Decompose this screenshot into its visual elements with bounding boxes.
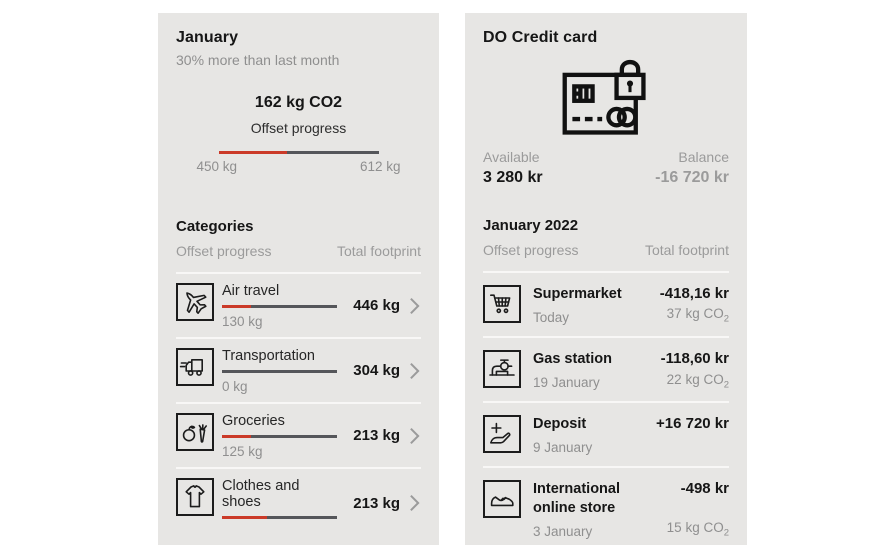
transaction-date: 9 January xyxy=(533,440,593,456)
transaction-name: Supermarket xyxy=(533,286,622,302)
divider xyxy=(483,271,729,273)
transaction-co2: 22 kg CO2 xyxy=(666,371,729,391)
transaction-amount: -498 kr xyxy=(680,480,729,498)
transaction-date: 3 January xyxy=(533,523,593,539)
category-progress-bar xyxy=(222,516,337,519)
carbon-summary-panel: January 30% more than last month 162 kg … xyxy=(158,13,439,545)
category-progress-bar xyxy=(222,305,337,308)
transaction-date: 19 January xyxy=(533,375,600,391)
category-progress-bar xyxy=(222,435,337,438)
category-progress-bar xyxy=(222,370,337,373)
category-name: Air travel xyxy=(222,283,280,299)
co2-total-value: 162 kg CO2 xyxy=(254,94,343,111)
chevron-right-icon xyxy=(410,362,420,379)
categories-column-headers: Offset progress Total footprint xyxy=(176,243,421,259)
transaction-name: International online store xyxy=(533,481,621,516)
transactions-column-headers: Offset progress Total footprint xyxy=(483,242,729,258)
transaction-list: Supermarket Today -418,16 kr 37 kg CO2 xyxy=(483,273,729,545)
transaction-name: Deposit xyxy=(533,416,587,433)
category-offset-value xyxy=(222,525,337,529)
offset-summary: 162 kg CO2 Offset progress 450 kg 612 kg xyxy=(176,94,421,174)
category-name: Clothes and shoes xyxy=(222,478,300,510)
truck-icon xyxy=(176,348,214,386)
category-name: Groceries xyxy=(222,413,285,429)
panel-subtitle: 30% more than last month xyxy=(176,52,340,68)
category-total-value: 213 kg xyxy=(353,494,400,512)
col-offset-progress: Offset progress xyxy=(176,243,272,259)
divider xyxy=(176,272,421,274)
transaction-row-deposit[interactable]: Deposit 9 January +16 720 kr xyxy=(483,403,729,466)
credit-card-panel: DO Credit card Available Balance 3 280 k… xyxy=(465,13,747,545)
gas-pump-icon xyxy=(483,350,521,389)
category-row-groceries[interactable]: Groceries 125 kg 213 kg xyxy=(176,404,421,467)
offset-range-start: 450 kg xyxy=(196,159,238,174)
panel-title: January xyxy=(176,29,239,46)
category-total-value: 446 kg xyxy=(353,297,400,314)
category-offset-value: 0 kg xyxy=(222,379,248,394)
category-offset-value: 125 kg xyxy=(222,444,263,459)
transaction-row-international-online-store[interactable]: International online store 3 January -49… xyxy=(483,468,729,545)
category-row-air-travel[interactable]: Air travel 130 kg 446 kg xyxy=(176,274,421,337)
deposit-hand-icon xyxy=(483,415,521,454)
offset-progress-label: Offset progress xyxy=(250,120,347,136)
category-row-clothes-and-shoes[interactable]: Clothes and shoes 213 kg xyxy=(176,469,421,537)
chevron-right-icon xyxy=(410,427,420,444)
offset-progress-fill xyxy=(218,151,288,154)
airplane-icon xyxy=(176,283,214,321)
offset-range: 450 kg 612 kg xyxy=(197,159,401,174)
category-list: Air travel 130 kg 446 kg xyxy=(176,274,421,537)
category-name: Transportation xyxy=(222,348,315,364)
transaction-row-gas-station[interactable]: Gas station 19 January -118,60 kr 22 kg … xyxy=(483,338,729,401)
shopping-cart-icon xyxy=(483,285,521,323)
card-panel-title: DO Credit card xyxy=(483,29,598,46)
offset-progress-bar xyxy=(218,151,379,154)
account-values: 3 280 kr -16 720 kr xyxy=(483,169,729,187)
divider xyxy=(176,402,421,404)
offset-range-end: 612 kg xyxy=(359,159,401,174)
balance-label: Balance xyxy=(678,149,729,165)
transaction-row-supermarket[interactable]: Supermarket Today -418,16 kr 37 kg CO2 xyxy=(483,273,729,336)
month-title: January 2022 xyxy=(483,217,579,234)
transaction-co2: 15 kg CO2 xyxy=(666,519,729,539)
col-total-footprint: Total footprint xyxy=(336,243,421,259)
transaction-amount: +16 720 kr xyxy=(656,415,729,433)
category-total-value: 304 kg xyxy=(353,362,400,379)
divider xyxy=(483,401,729,404)
divider xyxy=(483,336,729,339)
transaction-name: Gas station xyxy=(533,351,612,368)
chevron-right-icon xyxy=(410,297,420,314)
divider xyxy=(176,337,421,339)
category-offset-value: 130 kg xyxy=(222,314,263,329)
available-value: 3 280 kr xyxy=(483,169,543,186)
divider xyxy=(176,467,421,469)
transaction-amount: -118,60 kr xyxy=(660,350,729,368)
transaction-amount: -418,16 kr xyxy=(659,285,729,302)
transaction-date: Today xyxy=(533,310,570,326)
chevron-right-icon xyxy=(410,495,420,511)
account-labels: Available Balance xyxy=(483,149,729,165)
col-total-footprint: Total footprint xyxy=(644,242,729,258)
available-label: Available xyxy=(483,149,540,165)
sneaker-icon xyxy=(483,480,521,519)
balance-value: -16 720 kr xyxy=(655,169,729,186)
category-total-value: 213 kg xyxy=(353,427,400,444)
credit-card-lock-icon xyxy=(483,51,729,143)
categories-title: Categories xyxy=(176,218,254,235)
transaction-co2: 37 kg CO2 xyxy=(666,306,729,326)
category-row-transportation[interactable]: Transportation 0 kg 304 kg xyxy=(176,339,421,402)
tshirt-icon xyxy=(176,478,214,516)
col-offset-progress: Offset progress xyxy=(483,242,579,258)
groceries-icon xyxy=(176,413,214,451)
divider xyxy=(483,466,729,469)
